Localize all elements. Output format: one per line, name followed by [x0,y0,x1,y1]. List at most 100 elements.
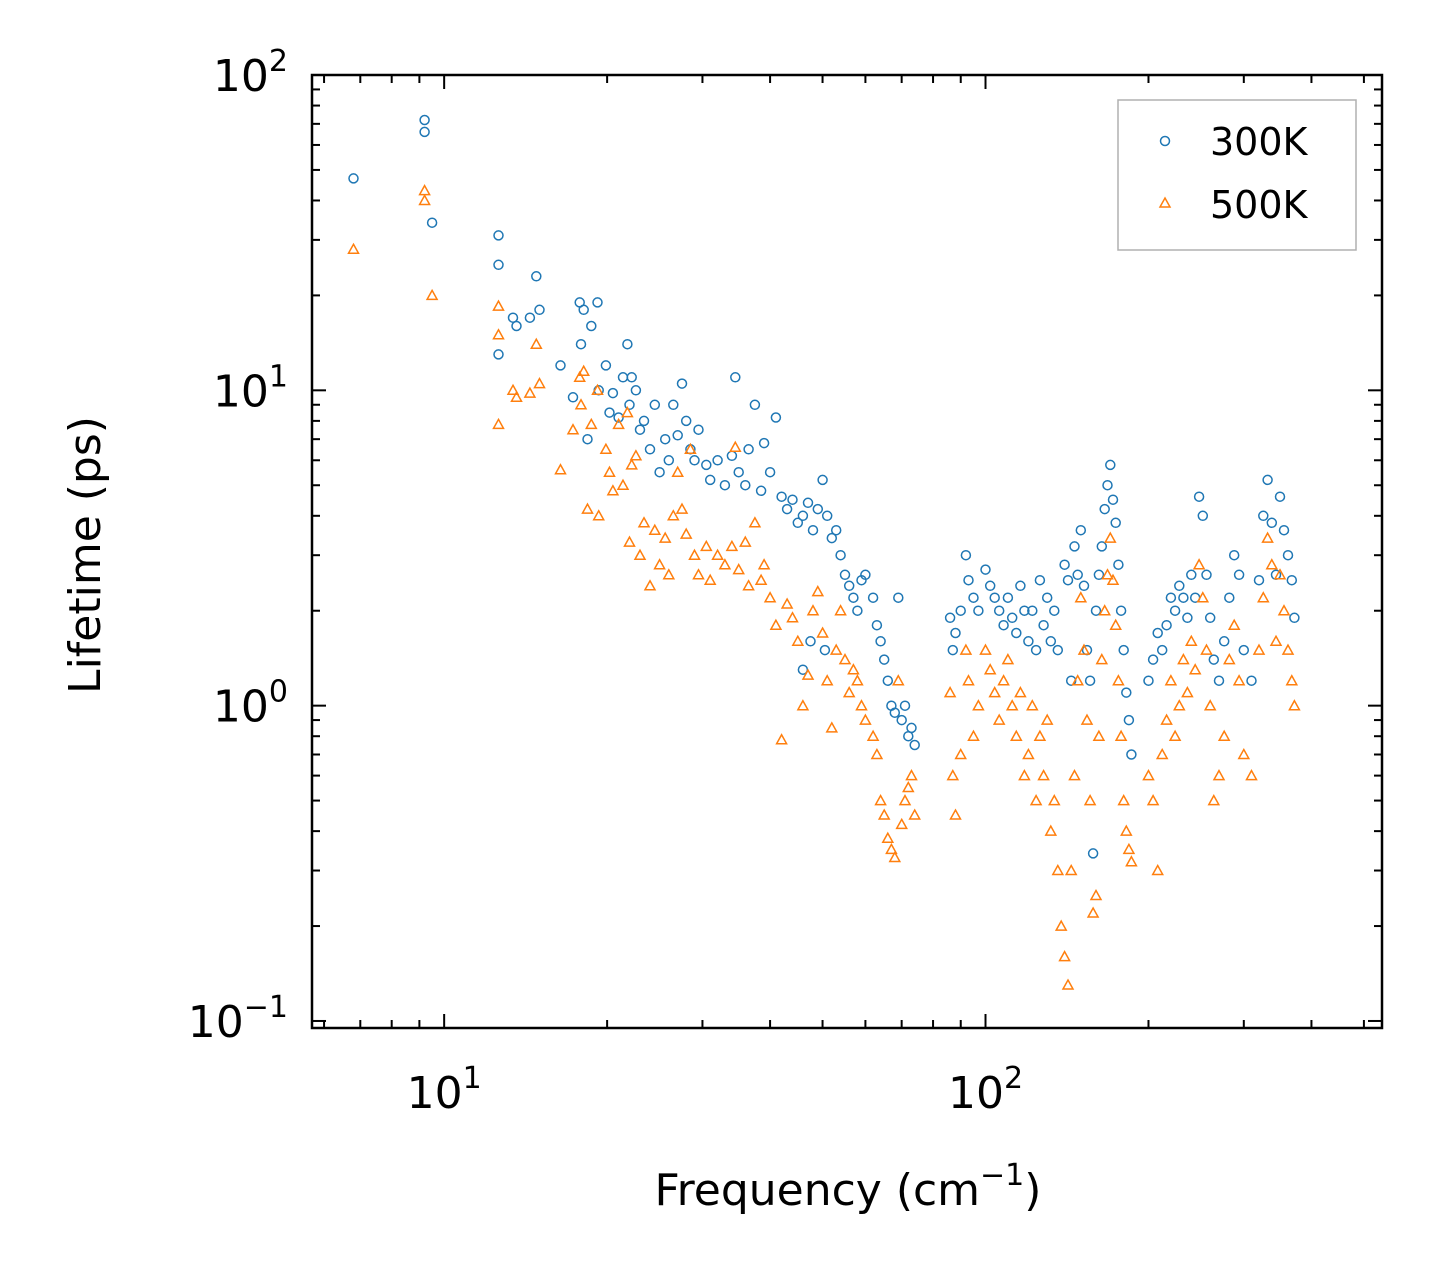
point-500k [606,484,620,496]
point-300k [1107,494,1119,505]
point-500k [1117,794,1130,806]
point-500k [1026,699,1039,711]
point-300k [1099,503,1110,515]
point-500k [742,579,755,591]
point-300k [607,387,619,399]
point-300k [1156,644,1168,656]
point-300k [1246,675,1257,686]
point-500k [820,674,834,686]
point-300k [755,485,767,497]
point-500k [599,442,613,455]
point-300k [511,320,522,332]
point-500k [1101,568,1114,580]
y-tick-label: 10−1 [188,990,288,1048]
ticks-layer [312,74,1382,1028]
point-500k [1068,769,1081,781]
point-300k [1169,605,1181,616]
point-300k [906,722,917,734]
point-500k [1086,906,1100,918]
point-500k [523,386,537,398]
point-300k [426,217,438,228]
point-500k [629,449,643,461]
point-300k [654,466,665,478]
point-500k [1048,794,1061,806]
x-tick-label-exp: 2 [1004,1061,1023,1096]
point-300k [968,592,979,603]
point-500k [1252,643,1266,655]
point-500k [1058,950,1071,962]
point-300k [1193,491,1205,502]
point-300k [1262,474,1273,486]
point-500k [780,597,794,609]
point-300k [1182,612,1193,624]
point-500k [954,747,967,760]
point-300k [819,644,831,656]
point-500k [748,516,762,528]
point-300k [1030,644,1042,656]
point-300k [830,524,842,536]
point-300k [672,430,683,441]
point-500k [757,558,771,570]
point-500k [1106,573,1120,585]
point-300k [1002,592,1014,603]
point-500k [1014,686,1027,698]
point-500k [972,699,985,711]
point-300k [693,424,704,435]
point-500k [1227,618,1241,630]
point-300k [1186,569,1197,581]
point-300k [726,450,738,462]
point-500k [703,573,717,585]
point-300k [419,114,430,126]
point-300k [848,592,859,603]
point-300k [622,338,633,350]
plot-frame [310,73,1384,1030]
point-300k [531,271,542,282]
y-tick-label-base: 10 [188,997,244,1048]
point-500k [1181,686,1194,698]
point-300k [638,415,650,427]
point-300k [817,474,828,486]
point-300k [493,230,504,241]
point-300k [1034,574,1046,586]
point-300k [909,739,920,751]
point-500k [621,406,634,418]
point-500k [1269,634,1283,647]
point-500k [612,417,625,430]
point-300k [1233,569,1245,581]
point-500k [1185,634,1198,647]
point-500k [1122,842,1136,855]
point-500k [1223,653,1236,665]
point-500k [1044,824,1058,836]
point-300k [575,338,587,350]
point-300k [1253,574,1265,586]
point-500k [908,808,921,820]
point-300k [807,524,819,536]
point-500k [633,548,647,560]
point-500k [892,674,905,686]
point-300k [882,675,894,686]
point-500k [1142,769,1155,781]
point-300k [899,700,911,711]
y-tick-label-exp: 1 [269,359,288,394]
point-300k [680,415,692,427]
point-500k [510,390,523,403]
point-500k [825,721,839,733]
point-300k [704,474,716,486]
point-300k [1113,559,1124,570]
point-500k [554,463,567,475]
point-500k [1033,729,1047,741]
point-300k [1278,524,1290,536]
point-300k [980,564,991,575]
point-500k [729,440,742,452]
point-300k [1213,675,1225,686]
point-300k [701,459,712,471]
point-500k [603,465,616,477]
point-500k [653,558,666,570]
point-500k [988,686,1001,698]
point-500k [1074,591,1088,603]
point-500k [1109,618,1122,630]
point-300k [1105,459,1116,471]
point-500k [1177,653,1190,665]
